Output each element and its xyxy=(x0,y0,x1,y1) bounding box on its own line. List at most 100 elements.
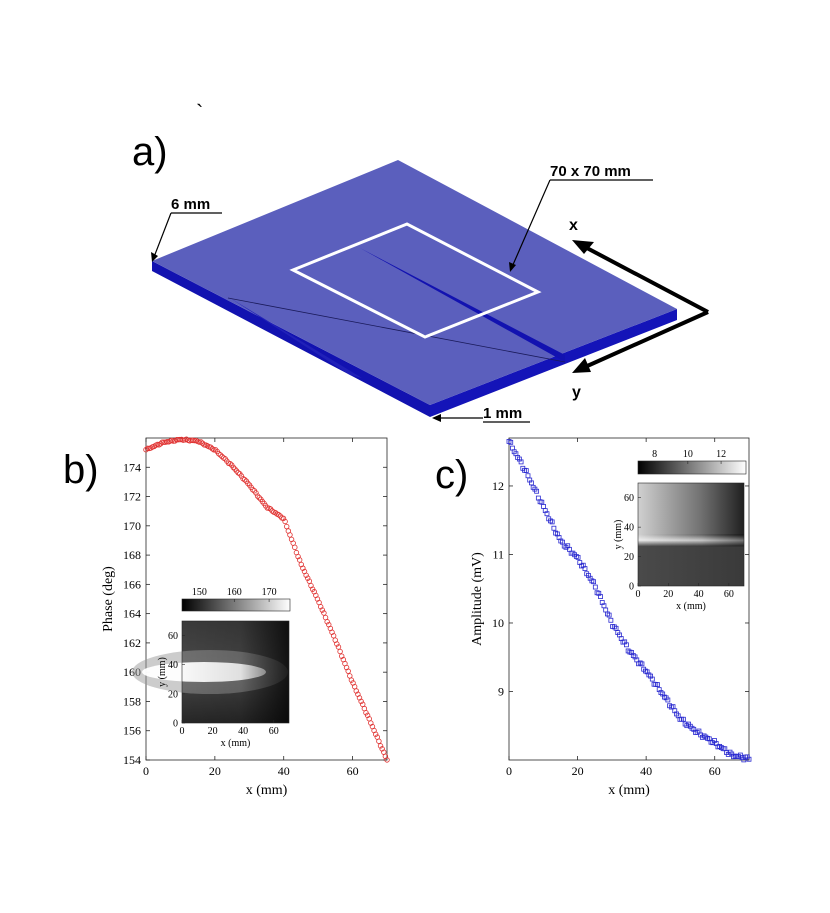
colorbar-tick-label: 10 xyxy=(683,449,693,460)
data-point xyxy=(592,584,598,590)
phase-chart: 0 20 40 60 154 156 158 160 162 164 166 168 170 172 174… xyxy=(101,436,390,798)
y-tick-label: 162 xyxy=(123,636,141,650)
data-point xyxy=(238,473,245,479)
inset-x-tick-label: 0 xyxy=(636,589,641,600)
x-tick-label: 40 xyxy=(278,764,290,778)
data-point xyxy=(172,438,178,444)
data-point xyxy=(295,553,301,560)
amplitude-chart: 0 20 40 60 9 10 11 12 x (mm) Amplitude (mV) 8 10 12 0… xyxy=(470,437,752,798)
data-point xyxy=(680,716,686,722)
data-point xyxy=(253,490,259,496)
data-point xyxy=(746,756,752,762)
x-axis-arrowhead xyxy=(572,240,594,254)
inset-y-tick-label: 0 xyxy=(173,719,178,730)
data-point xyxy=(377,743,384,749)
data-point xyxy=(211,447,217,453)
data-point xyxy=(227,460,233,467)
data-point xyxy=(217,452,224,458)
slot-groove xyxy=(360,248,565,362)
data-point xyxy=(144,445,151,452)
x-tick-label: 40 xyxy=(640,764,652,778)
inset-x-axis-label: x (mm) xyxy=(676,601,706,612)
y-tick-label: 172 xyxy=(123,490,141,504)
x-axis-label: x (mm) xyxy=(246,783,288,798)
y-tick-label: 156 xyxy=(123,724,141,738)
inset-x-tick-label: 40 xyxy=(238,726,248,737)
data-point xyxy=(591,579,597,585)
inset-y-tick-label: 60 xyxy=(624,493,634,504)
data-point xyxy=(335,644,342,650)
data-point xyxy=(353,688,359,694)
data-point xyxy=(254,493,261,499)
heatmap-lower-region xyxy=(638,540,744,586)
scan-leader xyxy=(511,179,551,268)
data-point xyxy=(230,464,237,471)
slot-groove-front xyxy=(230,298,362,378)
inset-y-tick-label: 20 xyxy=(168,689,178,700)
inset-heatmap xyxy=(638,483,744,586)
data-point xyxy=(339,653,345,659)
colorbar xyxy=(637,460,747,475)
plate-front-right-face xyxy=(430,309,677,417)
data-point xyxy=(296,557,303,563)
data-point xyxy=(245,480,251,487)
inset-x-tick-label: 60 xyxy=(724,589,734,600)
colorbar-tick-label: 170 xyxy=(262,587,277,598)
inset-x-tick-label: 0 xyxy=(180,726,185,737)
panel-a-tick-mark: ` xyxy=(196,100,203,125)
inset-y-tick-label: 40 xyxy=(168,660,178,671)
inset-frame xyxy=(181,620,290,724)
data-point xyxy=(207,444,214,450)
data-point xyxy=(198,439,204,445)
x-tick-label: 0 xyxy=(143,764,149,778)
data-point xyxy=(384,757,390,763)
inset-y-tick-label: 20 xyxy=(624,552,634,563)
y-axis-arrowhead xyxy=(572,358,591,373)
y-tick-label: 10 xyxy=(492,616,504,630)
scan-area-dimension-label: 70 x 70 mm xyxy=(550,163,631,180)
y-tick-label: 158 xyxy=(123,694,141,708)
data-point xyxy=(379,746,385,752)
scan-arrowhead xyxy=(509,262,516,272)
inset-y-tick-label: 0 xyxy=(629,582,634,593)
colorbar-tick-label: 8 xyxy=(652,449,657,460)
data-point xyxy=(608,617,614,623)
data-point xyxy=(529,480,534,486)
data-point xyxy=(337,648,343,655)
data-point xyxy=(191,437,198,444)
data-point xyxy=(665,697,671,703)
x-tick-label: 60 xyxy=(709,764,721,778)
data-point xyxy=(300,565,306,571)
data-point xyxy=(319,607,326,613)
data-point xyxy=(372,731,379,737)
scan-area-rectangle xyxy=(289,222,542,339)
data-point xyxy=(348,677,355,683)
data-point xyxy=(292,544,298,551)
data-point xyxy=(523,468,529,473)
thickness-leader xyxy=(153,212,172,258)
plate-schematic: a) ` 6 mm 70 x 70 mm 1 mm x y xyxy=(132,100,709,423)
colorbar-tick-label: 150 xyxy=(192,587,207,598)
data-point xyxy=(508,439,514,445)
y-tick-label: 154 xyxy=(123,753,141,767)
inset-y-tick-label: 60 xyxy=(168,631,178,642)
data-point xyxy=(282,518,288,525)
inset-heatmap xyxy=(132,621,289,723)
plate-top-face xyxy=(152,160,677,405)
y-tick-label: 164 xyxy=(123,607,141,621)
colorbar-tick-label: 12 xyxy=(716,449,726,460)
colorbar xyxy=(181,598,291,612)
y-tick-label: 9 xyxy=(498,684,504,698)
heatmap-band-fade xyxy=(638,534,744,547)
data-point xyxy=(649,676,655,682)
x-tick-label: 20 xyxy=(209,764,221,778)
data-point xyxy=(598,594,603,599)
data-point xyxy=(358,698,364,705)
data-point xyxy=(157,441,164,447)
x-tick-label: 20 xyxy=(572,764,584,778)
y-axis-label: Phase (deg) xyxy=(101,566,116,632)
y-tick-label: 170 xyxy=(123,519,141,533)
data-point xyxy=(549,519,555,525)
data-point xyxy=(544,511,550,517)
inset-x-tick-label: 40 xyxy=(694,589,704,600)
